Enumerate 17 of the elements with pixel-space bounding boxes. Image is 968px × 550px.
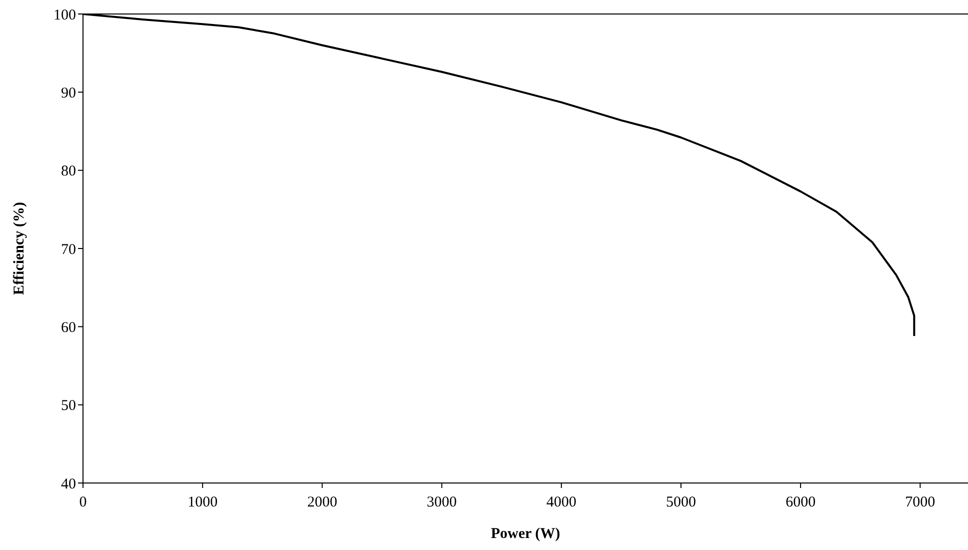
y-axis-title: Efficiency (%) — [11, 202, 28, 295]
x-axis-title: Power (W) — [490, 526, 560, 542]
y-tick-label: 100 — [54, 7, 76, 24]
y-tick-label: 60 — [61, 320, 76, 336]
y-tick-label: 40 — [61, 476, 76, 492]
x-tick-label: 0 — [79, 494, 87, 511]
x-tick-label: 1000 — [188, 494, 218, 511]
x-tick-label: 3000 — [426, 494, 457, 511]
y-tick-label: 90 — [61, 85, 76, 102]
x-tick-label: 7000 — [905, 494, 936, 511]
x-tick-label: 2000 — [307, 494, 338, 511]
y-tick-label: 50 — [61, 398, 76, 414]
y-tick-label: 70 — [61, 242, 76, 258]
x-tick-label: 5000 — [666, 494, 696, 511]
y-tick-label: 80 — [61, 164, 76, 180]
x-tick-label: 4000 — [546, 494, 576, 511]
x-tick-label: 6000 — [786, 494, 816, 511]
